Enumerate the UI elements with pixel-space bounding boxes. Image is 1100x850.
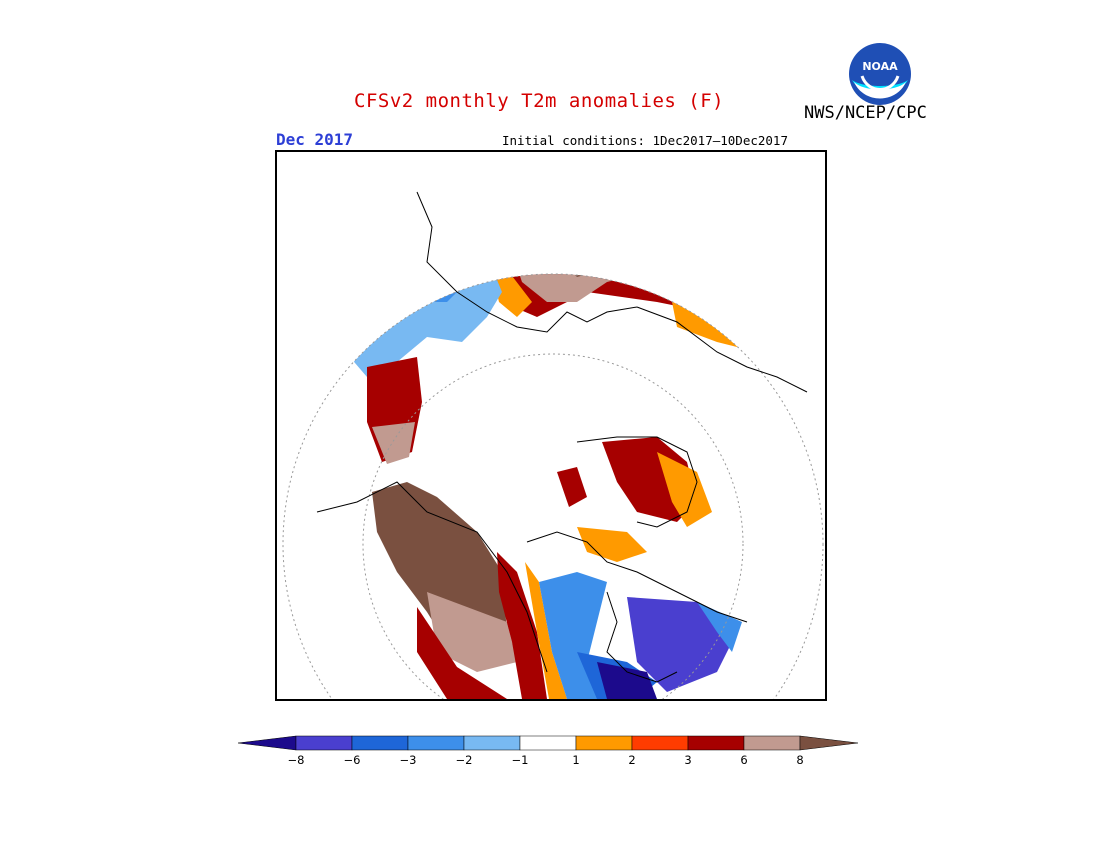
colorbar-bin-2 [351,735,409,751]
coastline-hudson [606,591,678,683]
colorbar-bin-3 [407,735,465,751]
polar-map [275,150,827,701]
colorbar-tick-label: −8 [287,753,305,767]
colorbar-bin-9 [743,735,801,751]
initial-conditions-label: Initial conditions: 1Dec2017–10Dec2017 [502,133,788,148]
chart-title: CFSv2 monthly T2m anomalies (F) [354,90,725,112]
colorbar-bin-1 [295,735,353,751]
coastline-europe [416,191,638,333]
coastline-asia [636,306,808,393]
very-cold-core-namerica [597,662,657,699]
agency-label: NWS/NCEP/CPC [804,103,927,123]
warm-patch-arctic [557,467,587,507]
colorbar-bin-7 [631,735,689,751]
latitude-circle-outer [282,273,824,699]
hot-edge-namerica [427,592,517,672]
coastline-namerica [316,481,548,673]
orange-patches-arctic [577,527,647,562]
colorbar-tick-label: −3 [399,753,417,767]
coastline-canada [526,531,748,623]
colorbar-bin-10 [799,735,859,751]
colorbar-bin-5 [519,735,577,751]
hot-patch-atlantic [372,422,415,464]
warm-coast-namerica [497,552,547,699]
noaa-logo-text: NOAA [862,60,898,73]
cold-core-africa [357,274,467,302]
colorbar-bin-0 [237,735,297,751]
noaa-logo: NOAA [848,42,912,106]
orange-coast-namerica [525,562,567,699]
warm-edge-namerica [417,607,507,699]
cold-deep-africa [392,274,447,292]
colorbar-tick-label: −6 [343,753,361,767]
cold-region-namerica [539,572,607,699]
colorbar-tick-label: 8 [796,753,804,767]
colorbar-bin-8 [687,735,745,751]
latitude-circle-inner [362,353,744,699]
colorbar-tick-label: −1 [511,753,529,767]
colorbar-bin-4 [463,735,521,751]
colorbar-tick-label: −2 [455,753,473,767]
hot-region-eurasia [512,274,767,302]
colorbar-tick-label: 3 [684,753,692,767]
coastline-greenland [576,436,698,528]
very-hot-region-eurasia [557,274,612,277]
colorbar [237,733,862,757]
cold-edge-canada [697,602,742,652]
valid-month-label: Dec 2017 [276,130,354,149]
colorbar-tick-label: 2 [628,753,636,767]
colorbar-tick-label: 1 [572,753,580,767]
colorbar-bin-6 [575,735,633,751]
colorbar-tick-label: 6 [740,753,748,767]
orange-region-alaska [657,452,712,527]
